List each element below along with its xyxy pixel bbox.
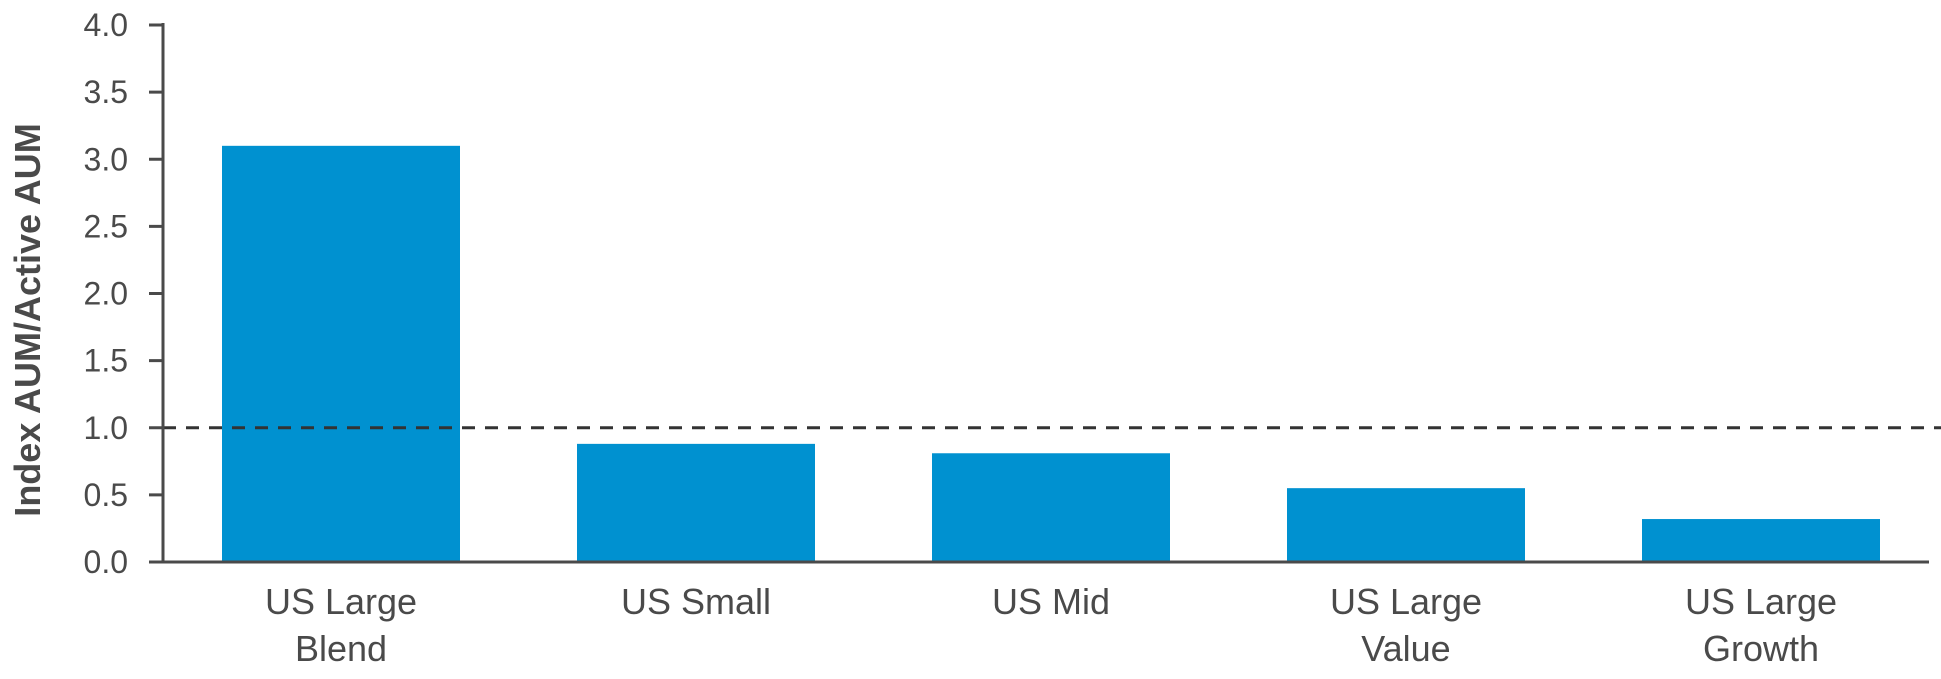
bars: [222, 145, 1880, 562]
x-category-label-line: Growth: [1703, 628, 1819, 669]
y-tick-label: 2.5: [84, 208, 128, 244]
bar: [1642, 519, 1880, 562]
bar: [932, 453, 1170, 562]
y-tick-label: 2.0: [84, 276, 128, 312]
bar: [1287, 488, 1525, 562]
bar: [222, 145, 460, 562]
y-axis-title: Index AUM/Active AUM: [7, 123, 48, 516]
x-category-label-line: US Large: [1685, 581, 1837, 622]
axes: [161, 23, 1929, 564]
y-tick-label: 3.0: [84, 141, 128, 177]
x-category-label: US Large Growth: [1685, 581, 1837, 669]
x-category-label: US Small: [621, 581, 771, 622]
x-category-label-line: Blend: [295, 628, 387, 669]
x-category-label: US Mid: [992, 581, 1110, 622]
y-axis-ticks: 0.0 0.5 1.0 1.5 2.0 2.5 3.0 3.5 4.0: [84, 7, 163, 580]
x-axis-labels: US Large Blend US Small US Mid US Large Value…: [265, 581, 1837, 669]
x-category-label-line: Value: [1361, 628, 1450, 669]
bar: [577, 443, 815, 562]
y-tick-label: 1.5: [84, 343, 128, 379]
y-tick-label: 4.0: [84, 7, 128, 43]
x-category-label-line: US Small: [621, 581, 771, 622]
y-tick-label: 3.5: [84, 74, 128, 110]
x-category-label: US Large Blend: [265, 581, 417, 669]
x-category-label: US Large Value: [1330, 581, 1482, 669]
x-category-label-line: US Mid: [992, 581, 1110, 622]
x-category-label-line: US Large: [1330, 581, 1482, 622]
y-tick-label: 0.0: [84, 544, 128, 580]
y-tick-label: 1.0: [84, 410, 128, 446]
x-category-label-line: US Large: [265, 581, 417, 622]
y-tick-label: 0.5: [84, 477, 128, 513]
